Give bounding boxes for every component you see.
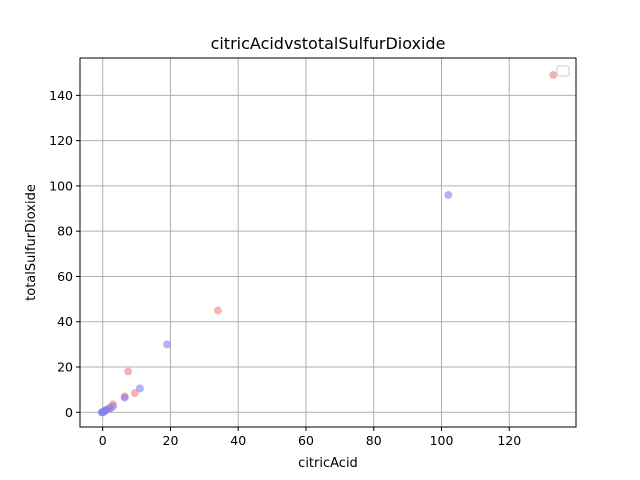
data-point — [97, 408, 106, 417]
y-axis-label: totalSulfurDioxide — [24, 184, 39, 301]
y-tick-label: 80 — [57, 224, 73, 239]
data-point — [213, 306, 222, 315]
data-point — [549, 70, 558, 79]
y-tick-label: 40 — [57, 314, 73, 329]
x-tick-label: 80 — [366, 433, 382, 448]
x-tick-label: 0 — [99, 433, 107, 448]
chart-title: citricAcidvstotalSulfurDioxide — [211, 34, 446, 53]
grid — [80, 58, 576, 427]
data-point — [120, 393, 129, 402]
x-tick-label: 60 — [298, 433, 314, 448]
data-point — [135, 384, 144, 393]
y-tick-label: 100 — [49, 178, 73, 193]
x-tick-label: 40 — [230, 433, 246, 448]
data-point — [124, 367, 133, 376]
y-tick-label: 140 — [49, 88, 73, 103]
plot-frame — [79, 57, 577, 428]
x-tick-label: 120 — [497, 433, 521, 448]
data-point — [163, 340, 172, 349]
data-point — [444, 190, 453, 199]
data-points — [97, 70, 558, 417]
legend-box — [556, 65, 570, 77]
x-tick-label: 100 — [430, 433, 454, 448]
y-tick-label: 20 — [57, 360, 73, 375]
y-tick-label: 0 — [65, 405, 73, 420]
y-axis-ticks: 0 20 40 60 80 100 120 140 — [49, 88, 80, 420]
y-tick-label: 120 — [49, 133, 73, 148]
x-axis-ticks: 0 20 40 60 80 100 120 — [99, 427, 521, 448]
x-tick-label: 20 — [163, 433, 179, 448]
y-tick-label: 60 — [57, 269, 73, 284]
x-axis-label: citricAcid — [298, 456, 358, 471]
